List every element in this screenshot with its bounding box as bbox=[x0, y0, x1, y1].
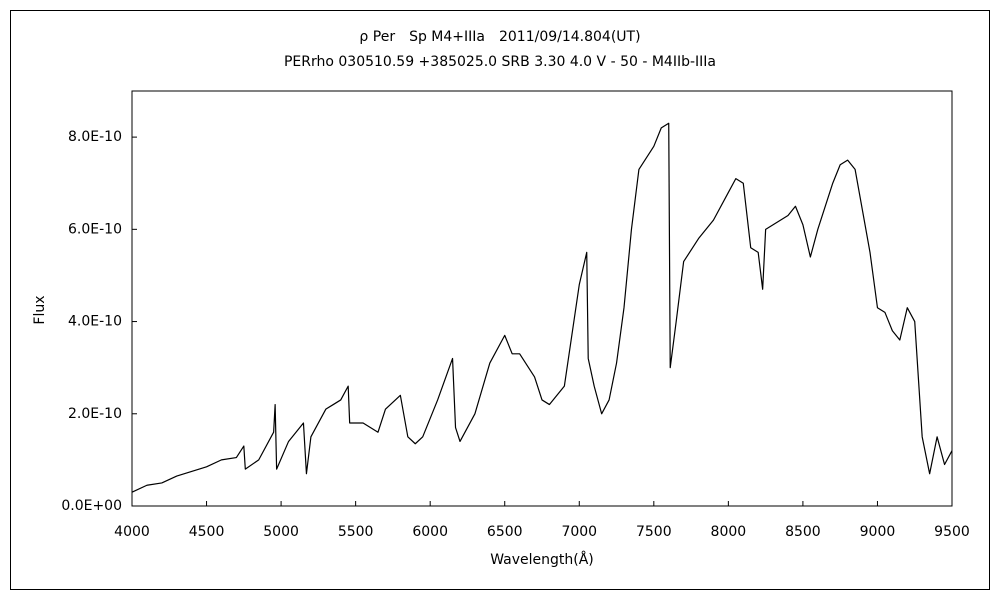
y-tick-label: 4.0E-10 bbox=[68, 314, 122, 330]
x-tick-label: 6500 bbox=[487, 524, 523, 540]
chart-title: ρ Per Sp M4+IIIa 2011/09/14.804(UT) bbox=[359, 29, 640, 45]
y-tick-label: 8.0E-10 bbox=[68, 129, 122, 145]
x-tick-label: 6000 bbox=[412, 524, 448, 540]
plot-frame bbox=[131, 90, 953, 507]
x-tick-label: 8000 bbox=[711, 524, 747, 540]
x-tick-label: 4500 bbox=[189, 524, 225, 540]
x-tick-label: 5500 bbox=[338, 524, 374, 540]
y-axis-label: Flux bbox=[32, 295, 48, 324]
x-tick-label: 8500 bbox=[785, 524, 821, 540]
y-tick-label: 2.0E-10 bbox=[68, 406, 122, 422]
x-axis-label: Wavelength(Å) bbox=[490, 551, 594, 568]
spectrum-line bbox=[131, 122, 953, 493]
x-tick-label: 5000 bbox=[263, 524, 299, 540]
x-tick-label: 7000 bbox=[561, 524, 597, 540]
y-tick-label: 0.0E+00 bbox=[61, 498, 122, 514]
outer-frame bbox=[10, 10, 990, 590]
y-tick-label: 6.0E-10 bbox=[68, 221, 122, 237]
x-tick-label: 9000 bbox=[860, 524, 896, 540]
chart-subtitle: PERrho 030510.59 +385025.0 SRB 3.30 4.0 … bbox=[284, 54, 716, 70]
x-tick-label: 9500 bbox=[934, 524, 970, 540]
x-tick-label: 4000 bbox=[114, 524, 150, 540]
x-tick-label: 7500 bbox=[636, 524, 672, 540]
